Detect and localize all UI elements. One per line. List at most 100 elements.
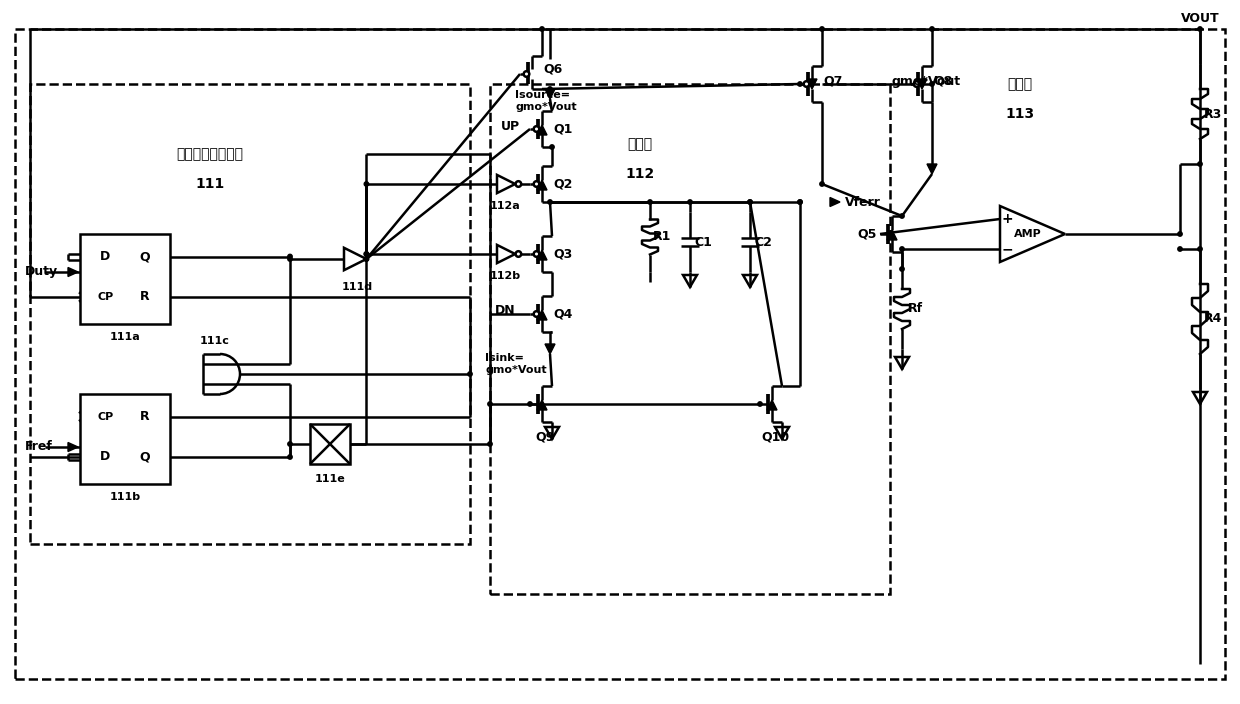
Circle shape (1178, 247, 1182, 251)
Circle shape (487, 402, 492, 406)
Circle shape (748, 200, 753, 204)
Text: D: D (100, 250, 110, 263)
Circle shape (365, 252, 368, 256)
Polygon shape (497, 245, 515, 263)
Circle shape (930, 27, 934, 31)
Text: D: D (100, 451, 110, 463)
Circle shape (533, 126, 539, 132)
Text: 111e: 111e (315, 474, 346, 484)
Text: Q4: Q4 (553, 308, 573, 320)
Polygon shape (343, 248, 366, 270)
Text: 111: 111 (196, 177, 224, 191)
Text: Q2: Q2 (553, 177, 573, 191)
Polygon shape (546, 344, 556, 354)
Text: R3: R3 (1204, 108, 1223, 120)
Circle shape (748, 200, 753, 204)
Circle shape (523, 71, 529, 77)
Circle shape (1198, 247, 1203, 251)
Text: Duty: Duty (25, 265, 58, 279)
Text: 电流源: 电流源 (1007, 77, 1033, 91)
Circle shape (758, 402, 763, 406)
Text: Rf: Rf (908, 303, 923, 315)
Circle shape (533, 311, 539, 317)
Polygon shape (918, 79, 928, 89)
Circle shape (1198, 162, 1203, 166)
Circle shape (467, 372, 472, 376)
Circle shape (797, 200, 802, 204)
Polygon shape (807, 79, 817, 89)
Text: CP: CP (97, 412, 113, 422)
Text: 112a: 112a (490, 201, 521, 211)
Circle shape (548, 87, 552, 92)
Circle shape (539, 27, 544, 31)
Text: 电荷泵: 电荷泵 (627, 137, 652, 151)
Circle shape (900, 214, 904, 218)
Text: Fref: Fref (25, 441, 53, 453)
Text: R1: R1 (652, 230, 671, 244)
Polygon shape (68, 268, 78, 277)
Text: 112b: 112b (490, 271, 521, 281)
Text: C1: C1 (694, 236, 712, 249)
Text: VOUT: VOUT (1180, 13, 1219, 25)
Polygon shape (928, 164, 937, 174)
Text: Q3: Q3 (553, 248, 573, 260)
Circle shape (647, 200, 652, 204)
Circle shape (797, 200, 802, 204)
Bar (81, 394, 170, 484)
Circle shape (900, 267, 904, 271)
Text: R: R (140, 410, 150, 423)
Circle shape (688, 200, 692, 204)
Circle shape (365, 252, 368, 256)
Text: +: + (1001, 212, 1013, 226)
Circle shape (804, 81, 810, 87)
Circle shape (516, 181, 521, 187)
Polygon shape (537, 125, 547, 135)
Text: 鉴频鉴相逻辑电路: 鉴频鉴相逻辑电路 (176, 147, 243, 161)
Text: Q8: Q8 (934, 75, 952, 87)
Text: Q7: Q7 (823, 75, 843, 87)
Circle shape (528, 402, 532, 406)
Text: Q: Q (139, 451, 150, 463)
Text: −: − (1001, 242, 1013, 256)
Polygon shape (497, 175, 515, 193)
Polygon shape (999, 206, 1065, 262)
Text: Q10: Q10 (761, 431, 789, 444)
Text: UP: UP (501, 120, 520, 132)
Text: AMP: AMP (1014, 229, 1042, 239)
Polygon shape (68, 443, 78, 451)
Text: 111d: 111d (341, 282, 372, 292)
Text: DN: DN (495, 305, 516, 318)
Text: 111c: 111c (200, 336, 229, 346)
Circle shape (549, 145, 554, 149)
Text: Q: Q (139, 250, 150, 263)
Circle shape (1198, 27, 1203, 31)
Text: Isink=
gmo*Vout: Isink= gmo*Vout (485, 353, 547, 375)
Text: Isource=
gmo*Vout: Isource= gmo*Vout (515, 90, 577, 112)
Circle shape (365, 182, 368, 186)
Circle shape (533, 181, 539, 187)
Circle shape (900, 247, 904, 251)
Circle shape (930, 82, 934, 86)
Polygon shape (768, 400, 777, 410)
Text: Vferr: Vferr (844, 196, 880, 208)
Circle shape (487, 442, 492, 446)
Bar (81, 234, 170, 324)
Text: 111a: 111a (109, 332, 140, 342)
Text: 111b: 111b (109, 492, 140, 502)
Circle shape (548, 200, 552, 204)
Text: Q5: Q5 (857, 227, 877, 241)
Text: Q9: Q9 (536, 431, 554, 444)
Polygon shape (546, 89, 556, 99)
Bar (310, 424, 350, 464)
Text: C2: C2 (754, 236, 773, 249)
Circle shape (365, 257, 368, 261)
Circle shape (533, 251, 539, 257)
Circle shape (914, 81, 919, 87)
Circle shape (288, 442, 293, 446)
Text: Q6: Q6 (543, 63, 563, 75)
Circle shape (820, 27, 825, 31)
Circle shape (365, 257, 368, 261)
Polygon shape (887, 230, 897, 240)
Circle shape (820, 182, 825, 186)
Text: Q1: Q1 (553, 122, 573, 135)
